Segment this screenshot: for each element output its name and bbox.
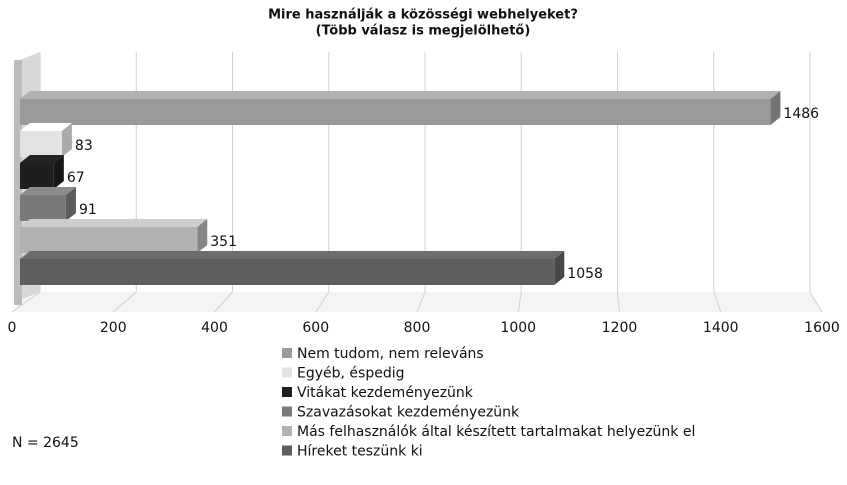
bar — [20, 91, 781, 125]
legend-label: Vitákat kezdeményezünk — [297, 385, 474, 401]
bar — [20, 251, 565, 285]
bar-front — [20, 163, 54, 189]
floor-line — [713, 291, 722, 313]
legend-swatch — [282, 445, 292, 456]
x-tick-label: 1000 — [500, 320, 536, 336]
bar-top — [20, 123, 72, 131]
bar-front — [20, 227, 198, 253]
value-label: 67 — [67, 170, 85, 186]
bar — [20, 219, 208, 253]
floor-line — [112, 291, 137, 313]
wall-shadow — [14, 60, 22, 305]
bar-front — [20, 99, 771, 125]
legend-swatch — [282, 387, 292, 397]
value-label: 91 — [79, 202, 97, 218]
legend-swatch — [282, 406, 292, 417]
annotation: N = 2645 — [12, 435, 79, 451]
bar — [20, 155, 64, 189]
x-tick-label: 600 — [302, 320, 329, 336]
floor-line — [617, 291, 620, 313]
bar-side — [554, 251, 565, 285]
value-label: 1486 — [783, 106, 819, 122]
x-tick-label: 400 — [201, 320, 228, 336]
floor-line — [809, 291, 823, 313]
floor-line — [315, 291, 330, 313]
value-label: 1058 — [567, 266, 603, 282]
bar-side — [65, 187, 76, 221]
bar-side — [770, 91, 781, 125]
floor-line — [416, 291, 426, 313]
x-tick-label: 1200 — [602, 320, 638, 336]
bar-side — [197, 219, 208, 253]
legend-swatch — [282, 426, 292, 436]
legend-swatch — [282, 367, 292, 378]
legend-label: Szavazásokat kezdeményezünk — [297, 405, 520, 421]
x-tick-label: 1600 — [804, 320, 840, 336]
bar-front — [20, 131, 62, 157]
bar-front — [20, 195, 66, 221]
floor-line — [214, 291, 233, 313]
floor-line — [517, 291, 522, 313]
bar-top — [20, 251, 565, 259]
bar — [20, 123, 72, 157]
bar — [20, 187, 76, 221]
chart-subtitle: (Több válasz is megjelölhető) — [316, 24, 531, 39]
x-tick-label: 800 — [404, 320, 431, 336]
chart-title: Mire használják a közösségi webhelyeket? — [268, 8, 578, 23]
bar-top — [20, 187, 76, 195]
bar-side — [53, 155, 64, 189]
x-tick-label: 200 — [100, 320, 127, 336]
bar-top — [20, 219, 208, 227]
x-tick-label: 0 — [8, 320, 17, 336]
bar-side — [61, 123, 72, 157]
legend-label: Más felhasználók által készített tartalm… — [297, 424, 695, 440]
legend-label: Híreket teszünk ki — [297, 444, 423, 460]
legend-label: Egyéb, éspedig — [297, 366, 405, 382]
floor-line — [11, 291, 41, 313]
bar-top — [20, 155, 64, 163]
bar-top — [20, 91, 781, 99]
value-label: 351 — [210, 234, 237, 250]
bar-front — [20, 259, 555, 285]
legend-swatch — [282, 348, 292, 358]
legend-label: Nem tudom, nem releváns — [297, 346, 484, 362]
value-label: 83 — [75, 138, 93, 154]
x-tick-label: 1400 — [703, 320, 739, 336]
